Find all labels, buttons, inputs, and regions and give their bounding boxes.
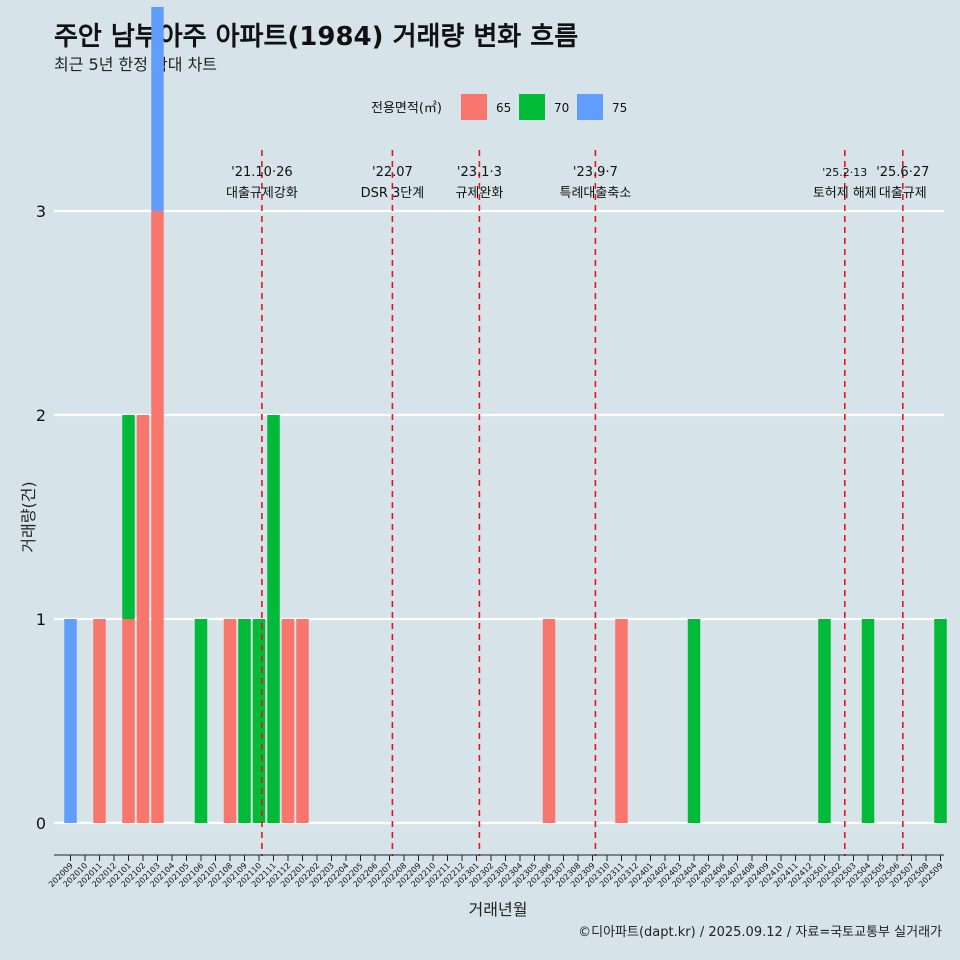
bar-70-202501 — [818, 619, 831, 823]
annotation-label: 토허제 해제 — [813, 186, 877, 201]
bar-65-202311 — [615, 619, 628, 823]
bar-70-202110 — [252, 619, 266, 823]
annotation-label: 대출규제강화 — [226, 186, 298, 201]
chart-title: 주안 남부아주 아파트(1984) 거래량 변화 흐름 — [54, 22, 578, 52]
legend-label: 65 — [496, 101, 511, 115]
bar-70-202106 — [194, 619, 208, 823]
legend-title: 전용면적(㎡) — [371, 101, 442, 116]
bar-70-202101 — [122, 415, 135, 619]
bar-65-202201 — [296, 619, 309, 823]
legend: 전용면적(㎡) 65 70 75 — [371, 94, 627, 120]
bar-70-202509 — [934, 619, 947, 823]
bar-65-202101 — [122, 619, 135, 823]
annotation-label: 특례대출축소 — [560, 186, 632, 201]
y-axis-label: 거래량(건) — [19, 481, 38, 552]
bar-75-202103 — [151, 7, 164, 211]
x-axis-label: 거래년월 — [469, 900, 528, 919]
annotation-date: '22.07 — [372, 165, 413, 180]
bar-65-202102 — [136, 415, 150, 823]
annotation-date: '23.9·7 — [573, 165, 618, 180]
annotation-label: 대출규제 — [879, 186, 927, 201]
annotation-date: '23.1·3 — [457, 165, 502, 180]
y-tick-label: 2 — [36, 406, 46, 425]
bar-65-202112 — [281, 619, 295, 823]
y-tick-label: 3 — [36, 202, 46, 221]
bar-70-202404 — [687, 619, 701, 823]
bar-70-202109 — [238, 619, 251, 823]
bar-65-202103 — [151, 211, 164, 823]
legend-label: 75 — [612, 101, 627, 115]
chart-subtitle: 최근 5년 한정 확대 차트 — [54, 55, 217, 74]
bar-65-202011 — [93, 619, 106, 823]
bar-65-202306 — [542, 619, 556, 823]
annotation-date: '25.2·13 — [822, 166, 867, 179]
legend-key-70 — [519, 94, 545, 120]
y-tick-label: 1 — [36, 610, 46, 629]
annotation-date: '21.10·26 — [231, 165, 292, 180]
annotation-date: '25.6·27 — [876, 165, 929, 180]
legend-key-65 — [461, 94, 487, 120]
annotation-label: 규제완화 — [455, 186, 503, 201]
legend-label: 70 — [554, 101, 569, 115]
annotations: '21.10·26 대출규제강화 '22.07 DSR 3단계 '23.1·3 규제완화 '… — [226, 150, 929, 856]
y-tick-label: 0 — [36, 814, 46, 833]
bar-70-202504 — [861, 619, 875, 823]
bar-65-202108 — [223, 619, 237, 823]
caption: ©디아파트(dapt.kr) / 2025.09.12 / 자료=국토교통부 실… — [578, 925, 942, 940]
bar-75-202009 — [64, 619, 77, 823]
bars — [64, 7, 947, 823]
legend-key-75 — [577, 94, 603, 120]
bar-70-202111 — [267, 415, 280, 823]
annotation-label: DSR 3단계 — [361, 186, 425, 201]
